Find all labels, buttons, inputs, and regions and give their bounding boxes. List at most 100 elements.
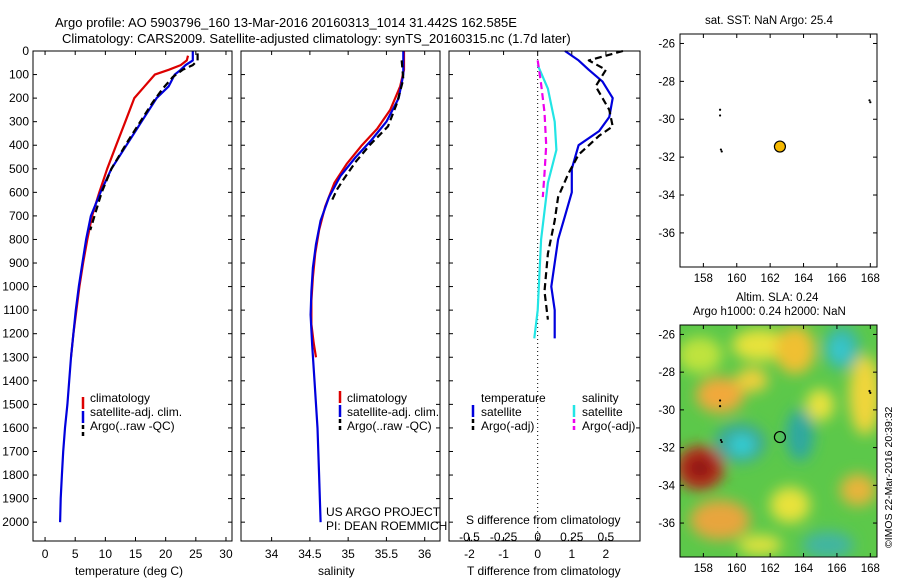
legend-header-temperature: temperature: [481, 391, 546, 405]
s-tick-label: 0.25: [560, 530, 584, 544]
legend-label-sal-argo: Argo(-adj): [582, 419, 635, 433]
island-dot: [718, 114, 722, 117]
salinity-legend: climatology satellite-adj. clim. Argo(..…: [338, 391, 439, 433]
y-tick-label: 800: [9, 232, 29, 246]
difference-legend: temperature salinity satellite Argo(-adj…: [471, 391, 635, 433]
y-tick-label: 2000: [2, 515, 29, 529]
island-dot: [718, 399, 722, 402]
difference-axes-frame: [448, 50, 641, 542]
y-tick-label: 1000: [2, 280, 29, 294]
y-tick-label: -30: [658, 405, 675, 417]
x-tick-label: 35.5: [375, 547, 399, 561]
s-tick-label: 0.5: [598, 530, 615, 544]
legend-label-argo: Argo(..raw -QC): [347, 419, 432, 433]
y-tick-label: 100: [9, 68, 29, 82]
sla-heatmap: [680, 325, 877, 557]
island-dot: [869, 391, 872, 395]
y-tick-label: -26: [658, 329, 675, 341]
x-tick-label: 34.5: [298, 547, 322, 561]
s-difference-label: S difference from climatology: [466, 513, 621, 527]
sla-field-anomalies: [680, 326, 877, 557]
x-tick-label: 36: [418, 547, 432, 561]
y-tick-label: -32: [658, 443, 675, 455]
y-tick-label: -32: [658, 152, 675, 164]
y-tick-label: 1900: [2, 492, 29, 506]
temperature-legend: climatology satellite-adj. clim. Argo(..…: [81, 391, 182, 437]
x-tick-label: 158: [694, 563, 713, 575]
series-salinity-argo-adj: [536, 60, 548, 198]
y-tick-label: 1300: [2, 350, 29, 364]
salinity-axes-frame: [240, 50, 441, 542]
x-tick-label: 162: [761, 563, 780, 575]
temperature-xlabel: temperature (deg C): [75, 564, 183, 578]
y-tick-label: 1800: [2, 468, 29, 482]
x-tick-label: 158: [694, 273, 713, 285]
island-dot: [869, 101, 872, 104]
y-tick-label: -34: [658, 190, 675, 202]
y-tick-label: 700: [9, 209, 29, 223]
s-tick-label: 0: [534, 530, 541, 544]
y-tick-label: -28: [658, 76, 675, 88]
y-tick-label: -30: [658, 114, 675, 126]
x-tick-label: 20: [159, 547, 173, 561]
x-tick-label: 160: [727, 563, 746, 575]
island-dot: [868, 389, 871, 393]
y-tick-label: 1100: [3, 303, 29, 317]
header-line-1: Argo profile: AO 5903796_160 13-Mar-2016…: [55, 15, 517, 30]
x-tick-label: 35: [341, 547, 355, 561]
island-dot: [720, 150, 723, 153]
sla-map-frame: [679, 324, 878, 558]
legend-label-satellite: satellite-adj. clim.: [90, 405, 182, 419]
x-tick-label: 162: [761, 273, 780, 285]
difference-panel: -2 -1 0 1 2 -0.5 -0.25 0 0.25 0.5 temperature sal…: [448, 49, 641, 578]
legend-header-salinity: salinity: [582, 391, 619, 405]
sla-map-title-line-2: Argo h1000: 0.24 h2000: NaN: [693, 306, 846, 318]
x-tick-label: 0: [42, 547, 49, 561]
temperature-panel: 0100200300400500600700800900100011001200…: [2, 44, 233, 578]
x-tick-label: 166: [827, 563, 846, 575]
legend-label-temp-argo: Argo(-adj): [481, 419, 534, 433]
y-tick-label: 1700: [2, 444, 29, 458]
x-tick-label: 30: [219, 547, 233, 561]
sst-map-plot-area: 158 160 162 164 166 168 -26 -28 -30 -32 -34 -36: [658, 34, 880, 285]
sla-map-panel: Altim. SLA: 0.24 Argo h1000: 0.24 h2000:…: [658, 292, 880, 575]
series-satellite-adj-clim: [309, 51, 405, 523]
pi-annotation: PI: DEAN ROEMMICH: [326, 519, 447, 533]
island-dot: [718, 405, 722, 408]
salinity-plot-area: 34 34.5 35 35.5 36: [241, 50, 440, 561]
salinity-xlabel: salinity: [318, 564, 355, 578]
island-dot: [719, 148, 723, 151]
x-tick-label: -1: [498, 547, 509, 561]
legend-label-sal-satellite: satellite: [582, 405, 623, 419]
y-tick-label: 400: [9, 138, 29, 152]
y-tick-label: 1500: [2, 397, 29, 411]
argo-float-marker: [773, 430, 787, 444]
x-tick-label: 15: [129, 547, 143, 561]
salinity-panel: 34 34.5 35 35.5 36 salinity climatology sate…: [240, 50, 447, 578]
series-climatology: [69, 55, 190, 358]
argo-float-marker: [773, 140, 787, 153]
legend-label-climatology: climatology: [90, 391, 150, 405]
series-salinity-satellite: [533, 64, 558, 339]
x-tick-label: 0: [534, 547, 541, 561]
y-tick-label: 500: [9, 162, 29, 176]
legend-label-argo: Argo(..raw -QC): [90, 419, 175, 433]
x-tick-label: 168: [861, 273, 880, 285]
y-tick-label: -26: [658, 38, 675, 50]
header-line-2: Climatology: CARS2009. Satellite-adjuste…: [62, 31, 571, 46]
y-tick-label: -36: [658, 228, 675, 240]
legend-label-satellite: satellite-adj. clim.: [347, 405, 439, 419]
x-tick-label: 10: [99, 547, 113, 561]
y-tick-label: -36: [658, 518, 675, 530]
series-temperature-argo-adj: [543, 49, 624, 320]
y-tick-label: 900: [9, 256, 29, 270]
x-tick-label: 25: [189, 547, 203, 561]
s-tick-label: -0.25: [490, 530, 518, 544]
island-dot: [720, 440, 723, 444]
island-dot: [868, 99, 871, 102]
y-tick-label: 1200: [2, 327, 29, 341]
x-tick-label: 164: [794, 563, 814, 575]
series-argo-raw-qc: [89, 53, 199, 231]
legend-label-climatology: climatology: [347, 391, 407, 405]
